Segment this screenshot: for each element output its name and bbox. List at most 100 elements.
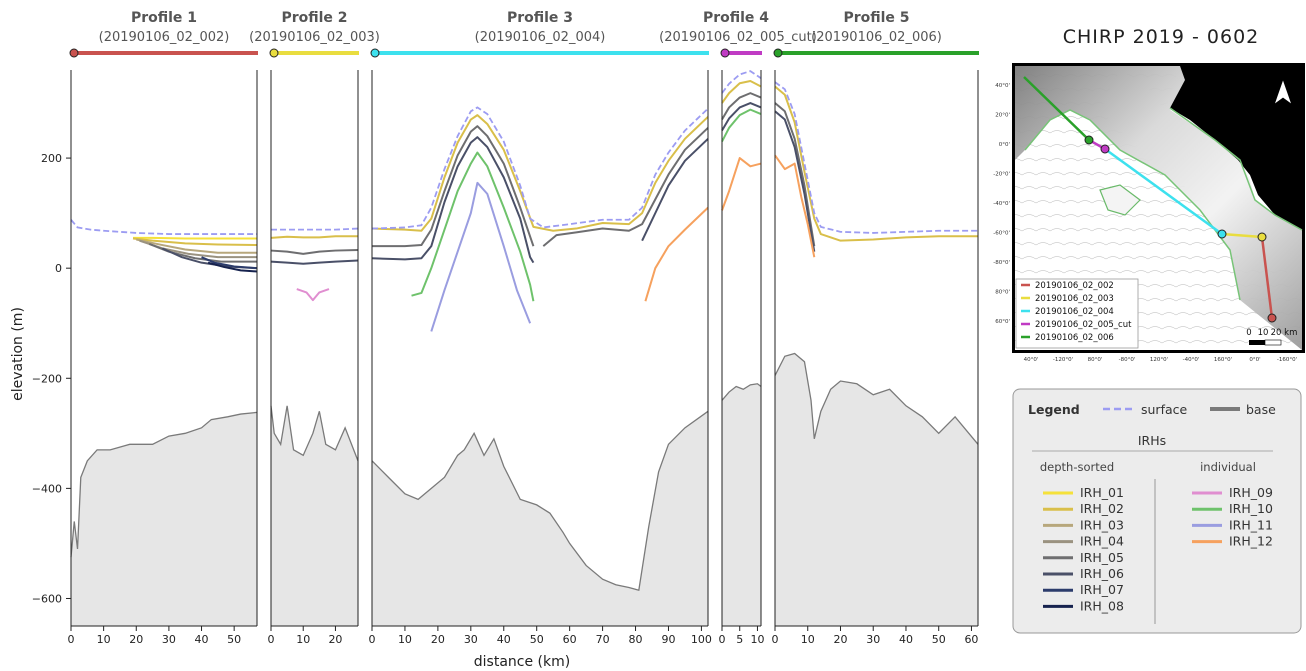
x-tick-label: 40	[497, 633, 511, 646]
x-tick-label: 20	[129, 633, 143, 646]
legend-title: Legend	[1028, 402, 1080, 417]
profile-panel-2: 0 10 20 Profile 2 (20190106_02_003)	[249, 10, 380, 646]
x-tick-label: 30	[162, 633, 176, 646]
map-lon-label: -120°0'	[1053, 357, 1073, 363]
x-tick-label: 60	[964, 633, 978, 646]
map-start-003	[1257, 232, 1267, 242]
profile-start-marker	[370, 48, 380, 58]
map-lon-label: 40°0'	[1024, 357, 1039, 363]
profile-start-marker	[69, 48, 79, 58]
x-tick-label: 20	[431, 633, 445, 646]
base-line	[70, 411, 258, 558]
legend-label-irh_12: IRH_12	[1229, 534, 1273, 549]
profile-subtitle: (20190106_02_004)	[475, 30, 606, 45]
x-tick-label: 90	[661, 633, 675, 646]
irh-line-irh_05	[721, 92, 762, 121]
map-lon-labels: 40°0' -120°0' 80°0' -80°0' 120°0' -40°0' 160°0…	[1024, 357, 1298, 363]
legend-label-irh_11: IRH_11	[1229, 517, 1273, 532]
x-tick-label: 0	[369, 633, 376, 646]
x-axis-label: distance (km)	[474, 654, 570, 670]
irh-line-irh_06	[371, 136, 535, 264]
profile-panel-3: 0 10 20 30 40 50 60 70 80 90 100 Profile 3 (20190106…	[369, 10, 712, 646]
legend-label-irh_06: IRH_06	[1080, 566, 1124, 581]
legend-indiv-title: individual	[1200, 460, 1256, 474]
base-fill	[372, 411, 708, 626]
scale-seg-1	[1249, 340, 1265, 345]
irh-line-irh_10	[721, 108, 762, 143]
map-legend-label: 20190106_02_004	[1035, 307, 1114, 317]
x-tick-label: 5	[736, 633, 743, 646]
map-start-005	[1100, 144, 1110, 154]
legend-label-irh_09: IRH_09	[1229, 485, 1273, 500]
x-tick-label: 30	[866, 633, 880, 646]
legend-surface-label: surface	[1141, 402, 1188, 417]
map-legend-box	[1015, 278, 1139, 349]
irh-line-irh_12	[774, 154, 816, 258]
x-tick-label: 40	[899, 633, 913, 646]
irh-line-irh_10	[411, 151, 535, 302]
map-legend-label: 20190106_02_005_cut	[1035, 320, 1132, 330]
x-tick-label: 60	[563, 633, 577, 646]
x-tick-label: 80	[629, 633, 643, 646]
map-lat-label: 60°0'	[995, 319, 1010, 325]
profile-subtitle: (20190106_02_005_cut)	[659, 30, 817, 45]
irh-line-irh_02	[774, 85, 978, 242]
legend-label-irh_01: IRH_01	[1080, 485, 1124, 500]
map-lat-label: 40°0'	[995, 83, 1010, 89]
irh-line-irh_06b	[641, 138, 709, 242]
legend-label-irh_05: IRH_05	[1080, 550, 1124, 565]
legend-irh-title: IRHs	[1138, 433, 1166, 448]
irh-line-irh_02	[721, 80, 762, 104]
legend-depth-items: IRH_01IRH_02IRH_03IRH_04IRH_05IRH_06IRH_…	[1043, 485, 1124, 613]
map-legend-label: 20190106_02_002	[1035, 281, 1114, 291]
irh-line-irh_05	[372, 125, 535, 248]
map-ocean	[1170, 66, 1302, 230]
legend-depth-title: depth-sorted	[1040, 460, 1114, 474]
map-lat-label: -80°0'	[993, 260, 1010, 266]
irh-line-irh_06	[774, 110, 816, 252]
map-lon-label: 80°0'	[1088, 357, 1103, 363]
legend-base-label: base	[1246, 402, 1276, 417]
map-lat-label: -60°0'	[993, 231, 1010, 237]
base-line	[270, 405, 359, 462]
surface-line	[721, 70, 762, 94]
profile-panel-5: 0 10 20 30 40 50 60 Profile 5 (20190106_02_006)	[772, 10, 979, 646]
map-lon-label: 160°0'	[1214, 357, 1232, 363]
map-start-002	[1267, 313, 1277, 323]
map-lat-label: -20°0'	[993, 172, 1010, 178]
map-lat-labels: 40°0' 20°0' 0°0' -20°0' -40°0' -60°0' -80°0' 80…	[993, 83, 1010, 325]
x-tick-label: 10	[398, 633, 412, 646]
map-lat-label: 20°0'	[995, 113, 1010, 119]
map-track-006	[1023, 76, 1090, 141]
profile-subtitle: (20190106_02_002)	[99, 30, 230, 45]
map-legend: 20190106_02_002 20190106_02_003 20190106_0…	[1021, 281, 1132, 343]
irh-line-irh_02	[132, 237, 258, 247]
map-track-004	[1104, 147, 1223, 236]
profile-subtitle: (20190106_02_003)	[249, 30, 380, 45]
x-tick-label: 70	[596, 633, 610, 646]
irh-line-irh_05b	[542, 127, 709, 247]
irh-line-irh_12	[721, 157, 762, 211]
profile-title: Profile 3	[507, 10, 573, 26]
map-lat-label: 0°0'	[999, 142, 1010, 148]
x-tick-label: 0	[772, 633, 779, 646]
irh-line-irh_09	[296, 288, 330, 302]
legend-label-irh_10: IRH_10	[1229, 501, 1273, 516]
irh-line-irh_07	[201, 256, 258, 270]
x-tick-label: 0	[68, 633, 75, 646]
map-lon-label: 0°0'	[1249, 357, 1260, 363]
base-fill	[71, 412, 257, 626]
x-tick-label: 40	[195, 633, 209, 646]
surface-line	[774, 81, 978, 234]
x-tick-label: 10	[750, 633, 764, 646]
profile-title: Profile 5	[843, 10, 909, 26]
base-fill	[722, 383, 761, 626]
legend-frame	[1012, 388, 1302, 634]
x-tick-label: 20	[833, 633, 847, 646]
y-axis-label: elevation (m)	[10, 307, 26, 401]
irh-line-irh_05	[774, 102, 816, 247]
profile-title: Profile 1	[131, 10, 197, 26]
irh-line-irh_01	[133, 236, 257, 240]
